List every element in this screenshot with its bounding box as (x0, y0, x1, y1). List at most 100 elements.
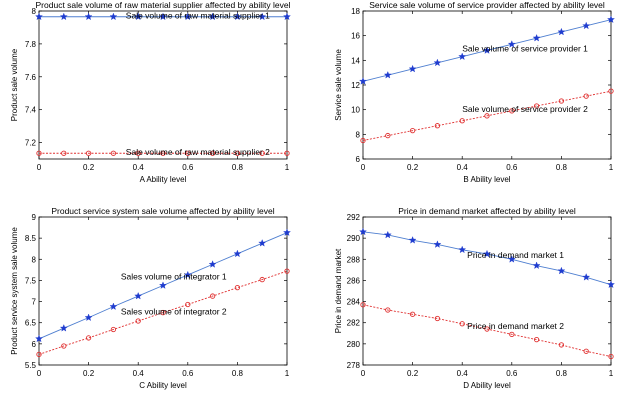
data-point-circle (209, 293, 216, 299)
series-annotation: Sale volume of service provider 1 (462, 44, 588, 54)
data-point-star (109, 302, 118, 311)
x-tick-label: 0.8 (232, 163, 244, 172)
data-point-circle (509, 331, 515, 337)
data-point-circle (484, 113, 490, 119)
y-axis-label: Service sale volume (334, 49, 343, 121)
x-axis-label: B Ability level (463, 175, 510, 184)
x-tick-label: 0.2 (407, 163, 419, 172)
data-point-circle (409, 311, 416, 317)
series-1 (35, 12, 291, 21)
data-point-circle (284, 268, 290, 274)
series-1 (359, 15, 615, 85)
data-point-circle (234, 284, 241, 291)
y-tick-label: 12 (351, 81, 360, 90)
data-point-circle (583, 93, 589, 99)
data-point-star (84, 313, 93, 322)
data-point-circle (459, 321, 465, 327)
data-point-circle (284, 150, 290, 156)
y-tick-label: 6 (356, 155, 361, 164)
data-point-star (383, 230, 392, 239)
data-point-star (582, 273, 591, 281)
series-annotation: Price in demand market 2 (467, 321, 564, 331)
series-line (362, 304, 612, 357)
data-point-star (607, 280, 615, 289)
data-point-star (483, 46, 491, 54)
data-point-circle (135, 150, 141, 156)
data-point-star (233, 249, 242, 258)
y-tick-label: 5.5 (25, 361, 37, 370)
series-annotation: Sale volume of raw material supplier 1 (126, 10, 270, 20)
x-tick-label: 0.8 (556, 369, 568, 378)
x-tick-label: 1 (609, 163, 614, 172)
y-tick-label: 288 (347, 255, 361, 264)
data-point-star (408, 236, 417, 244)
data-point-star (35, 12, 43, 21)
data-point-star (433, 240, 442, 248)
data-point-star (359, 227, 367, 236)
y-tick-label: 7.5 (25, 276, 37, 285)
data-point-star (159, 12, 167, 21)
chart-a: Product sale volume of raw material supp… (10, 0, 291, 184)
x-axis-label: D Ability level (463, 381, 511, 390)
data-point-star (134, 291, 143, 300)
data-point-star (109, 12, 118, 21)
y-tick-label: 18 (351, 7, 360, 16)
data-point-star (483, 249, 491, 258)
series-line (362, 90, 612, 141)
data-point-star (458, 52, 467, 61)
y-tick-label: 9 (32, 213, 37, 222)
x-tick-label: 0 (37, 163, 42, 172)
series-annotation: Price in demand market 1 (467, 250, 564, 260)
data-point-circle (185, 301, 191, 308)
data-point-circle (110, 326, 117, 333)
data-point-circle (360, 302, 366, 308)
data-point-star (557, 27, 566, 36)
data-point-star (383, 70, 392, 79)
x-tick-label: 0.2 (83, 163, 95, 172)
data-point-circle (509, 108, 515, 114)
x-tick-label: 0 (37, 369, 42, 378)
chart-title: Price in demand market affected by abili… (398, 206, 576, 216)
data-point-circle (583, 348, 589, 354)
x-tick-label: 0.2 (83, 369, 95, 378)
y-tick-label: 282 (347, 319, 361, 328)
series-annotation: Sale volume of raw material supplier 2 (126, 147, 270, 157)
y-tick-label: 7 (32, 298, 37, 307)
data-point-circle (608, 353, 614, 360)
data-point-circle (409, 127, 416, 134)
series-2 (360, 88, 614, 144)
y-tick-label: 6.5 (25, 319, 37, 328)
plot-area-frame (38, 216, 288, 366)
series-annotation: Sales volume of integrator 2 (121, 306, 227, 316)
y-axis-label: Price in demand market (334, 248, 343, 333)
y-tick-label: 7.4 (25, 106, 37, 115)
data-point-circle (360, 137, 366, 144)
data-point-star (532, 33, 541, 42)
series-annotation: Sales volume of integrator 1 (121, 272, 227, 282)
data-point-star (183, 270, 192, 279)
series-2 (36, 150, 290, 156)
x-tick-label: 0.4 (457, 369, 469, 378)
y-tick-label: 284 (347, 298, 361, 307)
x-tick-label: 0.6 (506, 163, 518, 172)
data-point-circle (85, 335, 92, 341)
y-tick-label: 278 (347, 361, 361, 370)
data-point-circle (259, 150, 265, 156)
data-point-circle (533, 103, 540, 109)
data-point-star (84, 12, 93, 21)
data-point-star (159, 281, 167, 289)
data-point-star (557, 266, 566, 275)
data-point-circle (385, 307, 391, 313)
data-point-circle (434, 315, 441, 322)
series-2 (360, 302, 614, 360)
data-point-circle (385, 132, 391, 139)
data-point-star (582, 21, 591, 30)
x-tick-label: 0.6 (182, 369, 194, 378)
y-tick-label: 8.5 (25, 234, 37, 243)
data-point-circle (110, 150, 117, 156)
y-tick-label: 10 (351, 106, 360, 115)
data-point-circle (61, 150, 67, 156)
data-point-star (258, 239, 267, 247)
data-point-circle (533, 336, 540, 343)
x-tick-label: 0.2 (407, 369, 419, 378)
